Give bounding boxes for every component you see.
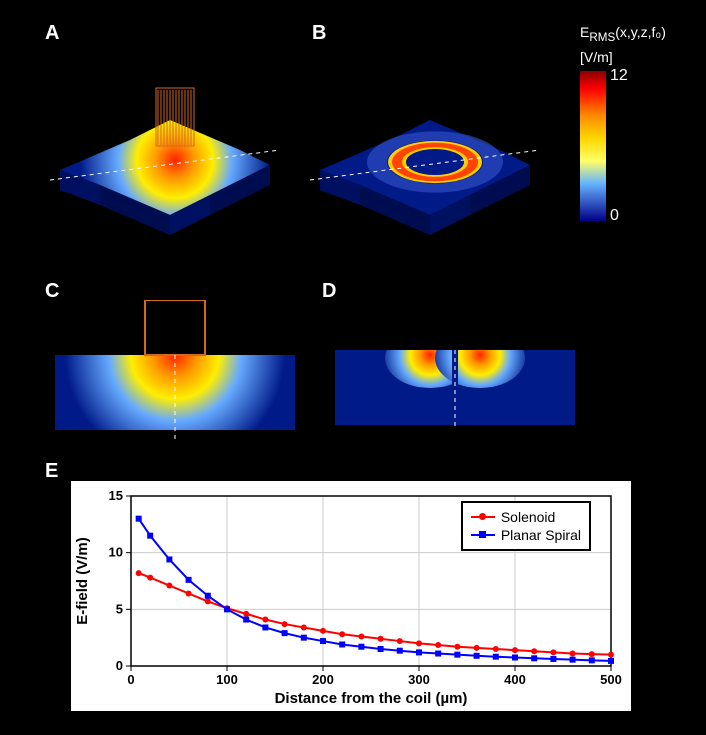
svg-text:15: 15 <box>109 488 123 503</box>
panel-d-crosssection <box>335 330 575 430</box>
svg-text:Distance from the coil (µm): Distance from the coil (µm) <box>275 690 468 707</box>
panel-e-chart: 0 100 200 300 400 500 0 5 10 15 Distance from the … <box>70 480 632 712</box>
panel-a-heatmap <box>40 50 290 250</box>
colorbar-title: ERMS(x,y,z,f₀) <box>580 24 666 45</box>
panel-label-e: E <box>45 460 58 483</box>
svg-text:E-field (V/m): E-field (V/m) <box>74 537 91 625</box>
panel-c-crosssection <box>55 300 295 440</box>
svg-text:300: 300 <box>408 672 430 687</box>
svg-text:10: 10 <box>109 545 123 560</box>
colorbar-units: [V/m] <box>580 49 666 65</box>
colorbar-title-main: E <box>580 24 589 40</box>
colorbar-gradient: 12 0 <box>580 71 606 221</box>
colorbar-title-sub: RMS <box>589 31 615 44</box>
panel-label-b: B <box>312 22 326 45</box>
svg-text:500: 500 <box>600 672 622 687</box>
panel-b-heatmap <box>300 50 550 250</box>
colorbar: ERMS(x,y,z,f₀) [V/m] 12 0 <box>580 24 666 221</box>
svg-text:200: 200 <box>312 672 334 687</box>
svg-text:0: 0 <box>127 672 134 687</box>
legend-label-solenoid: Solenoid <box>501 509 556 525</box>
legend-item-planar: Planar Spiral <box>471 527 581 543</box>
legend-label-planar: Planar Spiral <box>501 527 581 543</box>
legend-item-solenoid: Solenoid <box>471 509 581 525</box>
panel-label-d: D <box>322 280 336 303</box>
colorbar-max: 12 <box>610 67 628 85</box>
panel-label-a: A <box>45 22 59 45</box>
svg-text:5: 5 <box>116 601 123 616</box>
chart-legend: Solenoid Planar Spiral <box>461 501 591 551</box>
figure-root: A B C D E ERMS(x,y,z,f₀) [V/m] 12 0 0100… <box>0 0 706 735</box>
svg-text:0: 0 <box>116 658 123 673</box>
svg-text:400: 400 <box>504 672 526 687</box>
colorbar-min: 0 <box>610 207 619 225</box>
colorbar-title-args: (x,y,z,f₀) <box>615 24 666 40</box>
svg-text:100: 100 <box>216 672 238 687</box>
